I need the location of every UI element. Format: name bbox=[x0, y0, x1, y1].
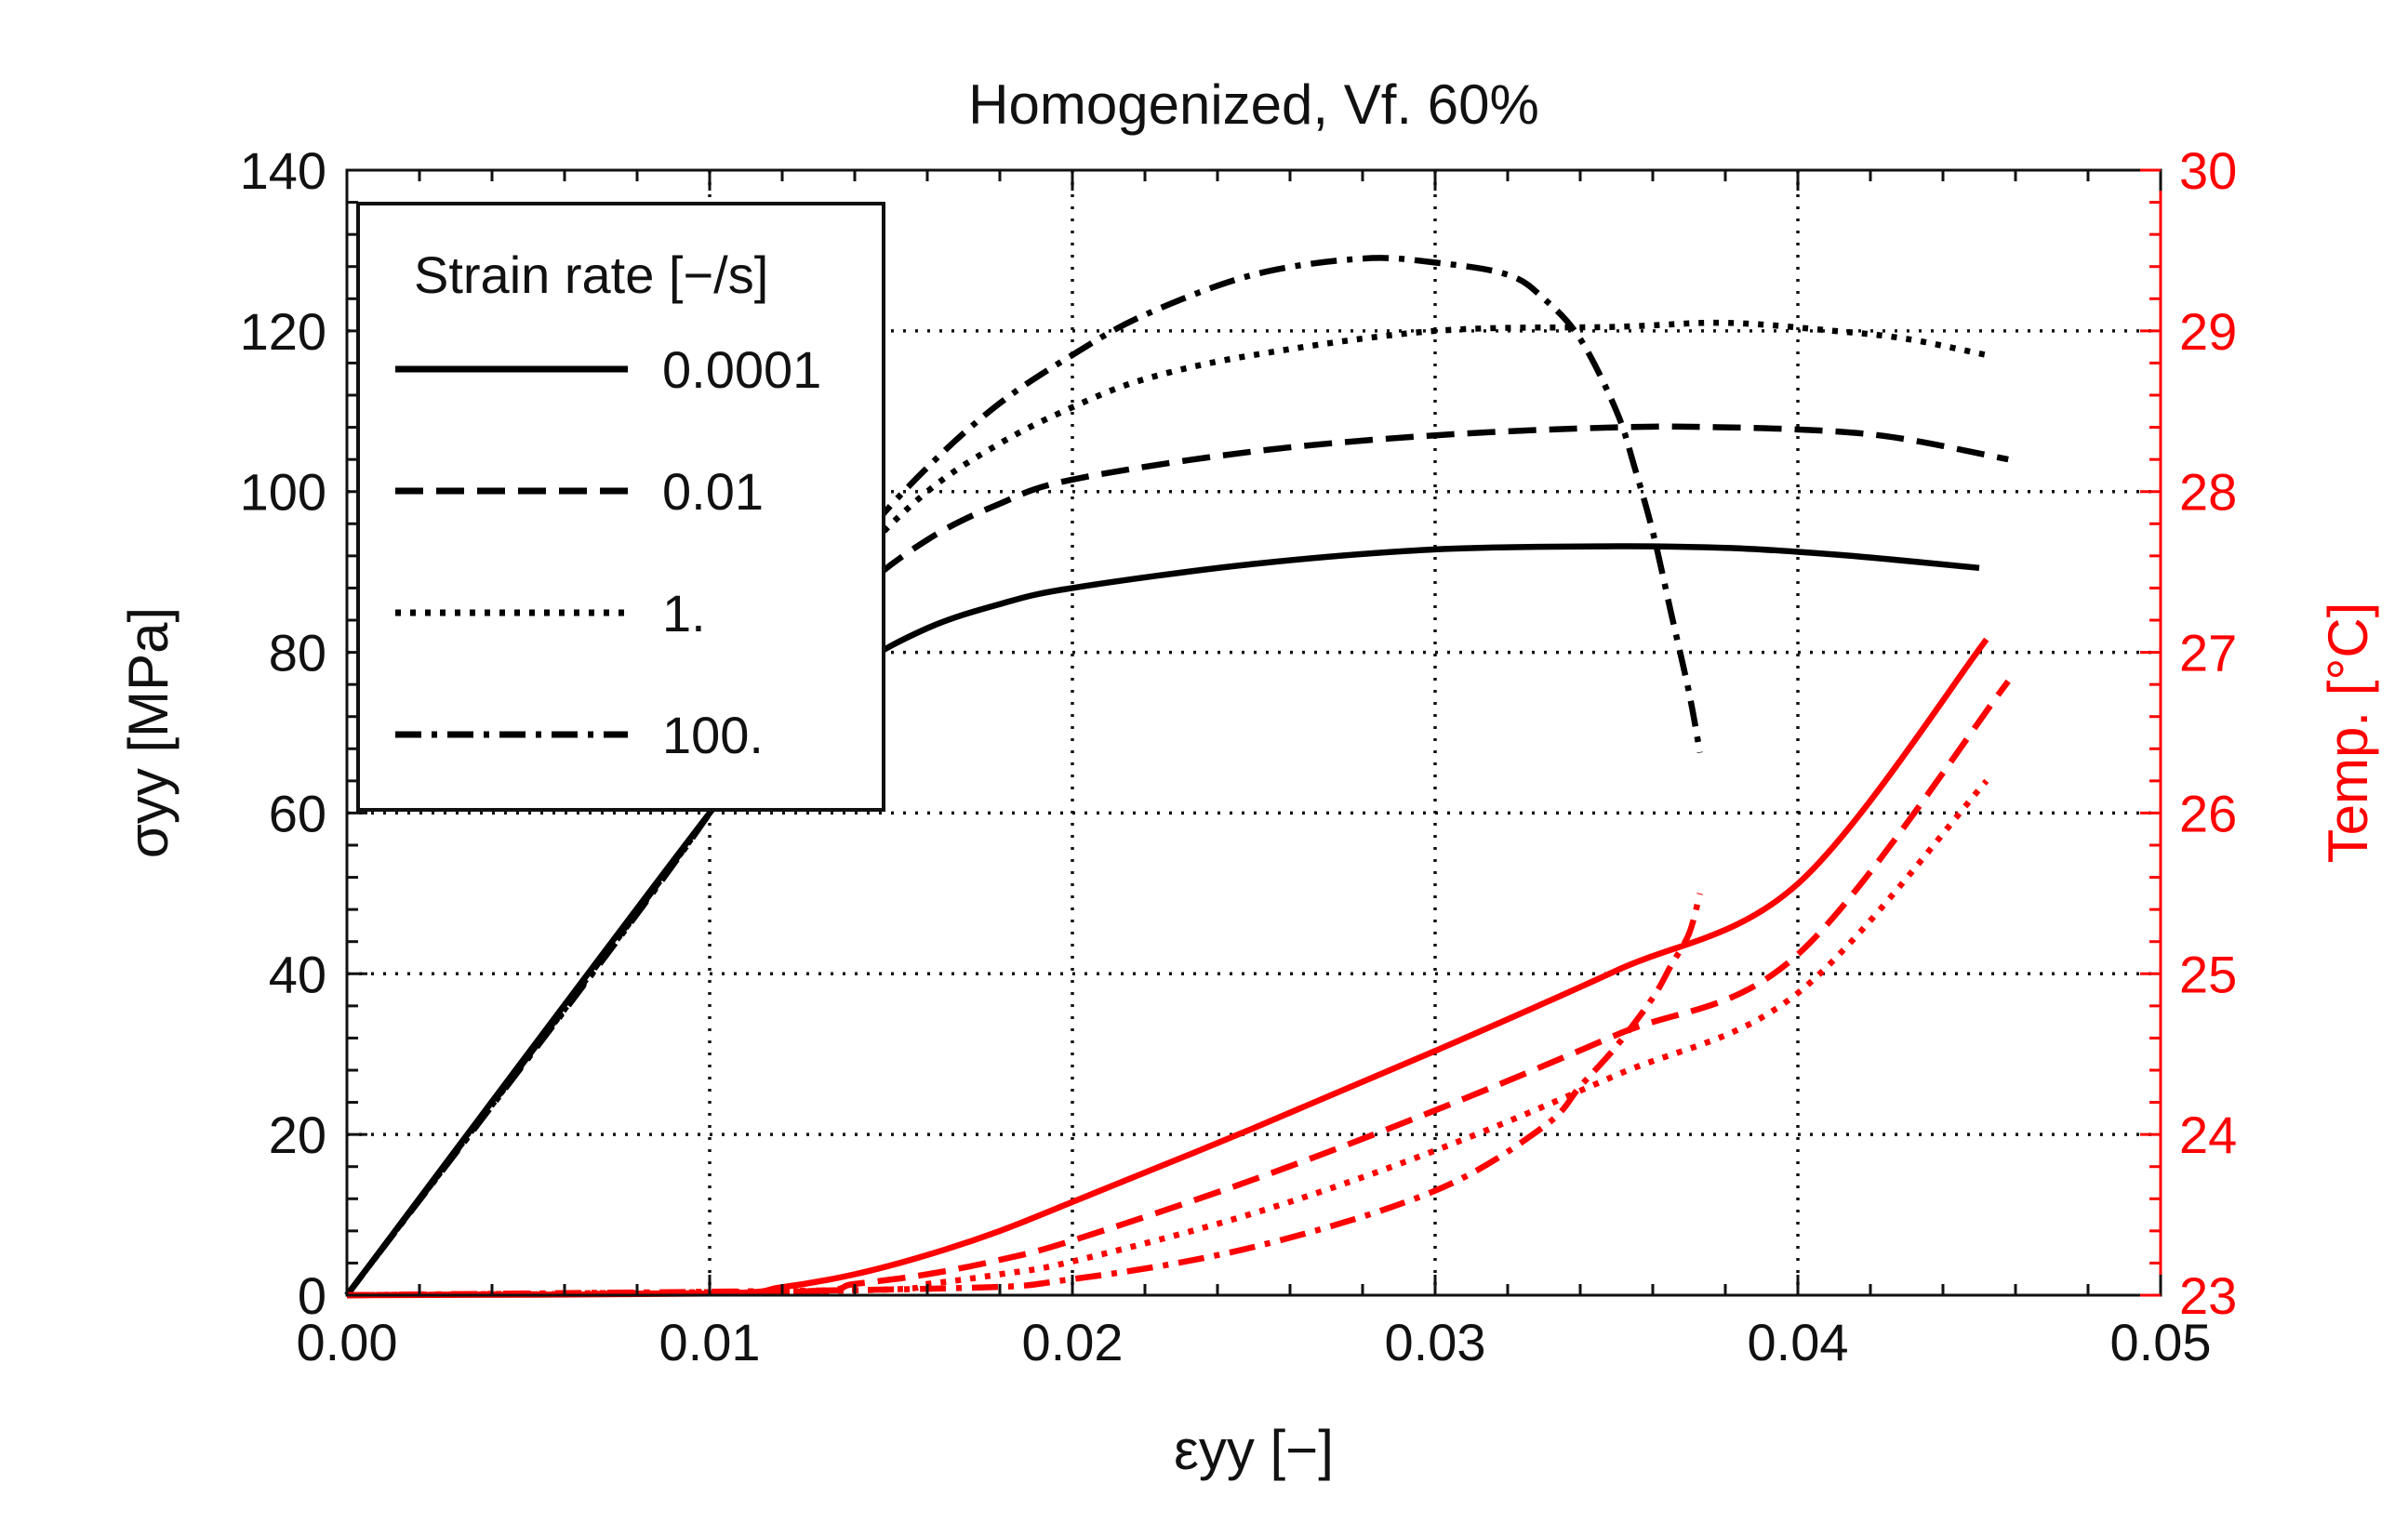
y-tick-label: 140 bbox=[240, 141, 326, 200]
y-tick-label: 0 bbox=[298, 1266, 326, 1325]
y2-tick-label: 27 bbox=[2179, 624, 2237, 682]
legend: Strain rate [−/s] 0.0001 0.01 1. 100. bbox=[356, 202, 885, 812]
series-line-temperature-dashed bbox=[346, 679, 2011, 1299]
y2-tick-label: 23 bbox=[2179, 1266, 2237, 1325]
y-tick-label: 100 bbox=[240, 463, 326, 522]
y2-tick-label: 29 bbox=[2179, 302, 2237, 361]
ticks bbox=[345, 168, 2162, 1297]
series-line-temperature-dotted bbox=[346, 778, 1989, 1299]
series-line-temperature-dashdot bbox=[346, 893, 1703, 1299]
x-tick-label: 0.04 bbox=[1748, 1313, 1849, 1371]
y-tick-label: 80 bbox=[269, 624, 326, 682]
y2-tick-label: 28 bbox=[2179, 463, 2237, 522]
legend-label: 100. bbox=[662, 706, 764, 764]
y2-axis-title: Temp. [°C] bbox=[2317, 603, 2379, 864]
tick-labels: 0.00 0.01 0.02 0.03 0.04 0.05 0 20 40 60 80 100 120 1… bbox=[240, 141, 2238, 1371]
legend-box bbox=[356, 202, 885, 812]
x-axis-title: εyy [−] bbox=[1174, 1419, 1334, 1481]
y-tick-label: 60 bbox=[269, 784, 326, 842]
legend-entries: 0.0001 0.01 1. 100. bbox=[395, 340, 821, 764]
y-tick-label: 120 bbox=[240, 302, 326, 361]
legend-label: 0.0001 bbox=[662, 340, 821, 399]
x-tick-label: 0.03 bbox=[1385, 1313, 1486, 1371]
y2-tick-label: 24 bbox=[2179, 1106, 2237, 1164]
x-tick-label: 0.00 bbox=[297, 1313, 398, 1371]
y-tick-label: 40 bbox=[269, 945, 326, 1003]
legend-title: Strain rate [−/s] bbox=[414, 245, 768, 304]
x-tick-label: 0.05 bbox=[2110, 1313, 2212, 1371]
x-tick-label: 0.01 bbox=[659, 1313, 761, 1371]
legend-label: 1. bbox=[662, 584, 706, 642]
x-tick-label: 0.02 bbox=[1022, 1313, 1124, 1371]
y2-tick-label: 25 bbox=[2179, 945, 2237, 1003]
legend-label: 0.01 bbox=[662, 462, 764, 521]
y-axis-title: σyy [MPa] bbox=[117, 607, 180, 858]
y2-tick-label: 30 bbox=[2179, 141, 2237, 200]
chart-title: Homogenized, Vf. 60% bbox=[968, 73, 1539, 136]
y2-tick-label: 26 bbox=[2179, 784, 2237, 842]
y-tick-label: 20 bbox=[269, 1106, 326, 1164]
